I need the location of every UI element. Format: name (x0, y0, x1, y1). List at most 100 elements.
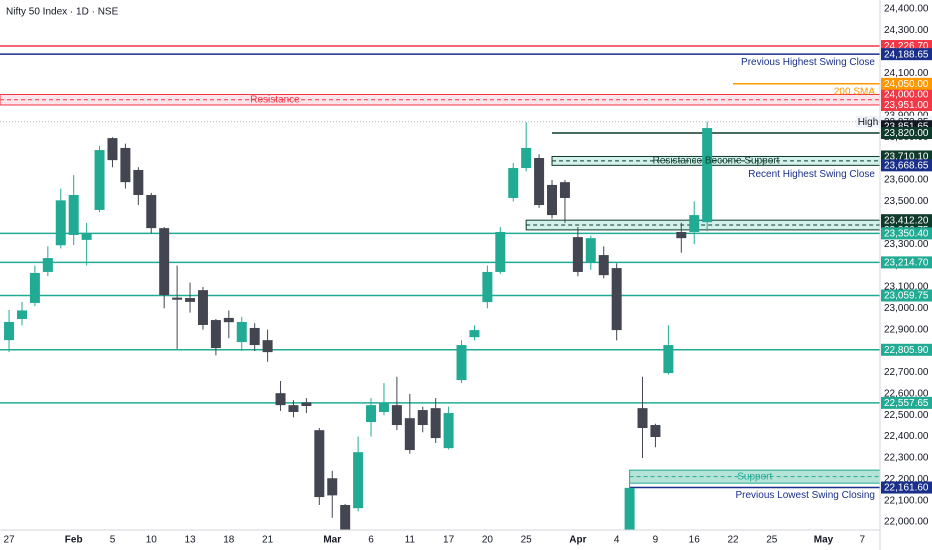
x-tick-label: 10 (146, 535, 158, 546)
zone-label: Resistance Become Support (653, 156, 780, 167)
zone-label: Support (737, 471, 772, 482)
candle-body (534, 157, 545, 206)
candle-body (314, 430, 325, 498)
y-tick-label: 24,300.00 (884, 25, 929, 36)
candle-body (378, 403, 389, 412)
price-tag-label: 24,226.70 (884, 41, 929, 52)
candle-body (469, 330, 480, 338)
y-tick-label: 24,400.00 (884, 4, 929, 15)
candle-body (663, 345, 674, 374)
candle-body (572, 237, 583, 272)
candle-body (301, 402, 312, 406)
candle-body (42, 258, 53, 272)
price-tag-label: 23,820.00 (884, 128, 929, 139)
y-tick-label: 22,200.00 (884, 474, 929, 485)
y-tick-label: 22,000.00 (884, 517, 929, 528)
candle-body (353, 452, 364, 509)
x-tick-label: 22 (727, 535, 739, 546)
x-tick-label: 16 (689, 535, 701, 546)
candle-body (16, 310, 27, 319)
candle-body (495, 231, 506, 272)
y-tick-label: 22,600.00 (884, 388, 929, 399)
candle-body (68, 194, 79, 235)
candle-body (598, 255, 609, 276)
y-tick-label: 23,500.00 (884, 196, 929, 207)
candle-body (366, 405, 377, 423)
candle-body (185, 298, 196, 302)
price-tag-label: 22,161.60 (884, 483, 929, 494)
price-tag-label: 24,188.65 (884, 49, 929, 60)
price-tag (881, 88, 932, 101)
candle-body (624, 487, 635, 530)
price-tag (881, 227, 932, 240)
candle-body (547, 184, 558, 216)
price-tag-label: 22,557.65 (884, 398, 929, 409)
candle-body (94, 150, 105, 210)
y-tick-label: 22,300.00 (884, 453, 929, 464)
x-tick-label: 21 (262, 535, 274, 546)
candles (4, 121, 713, 530)
candle-body (443, 413, 454, 449)
level-note: Previous Highest Swing Close (741, 57, 875, 68)
y-tick-label: 22,900.00 (884, 324, 929, 335)
candle-body (4, 321, 15, 341)
x-tick-label: 25 (521, 535, 533, 546)
x-tick-label: Mar (323, 535, 341, 546)
candle-body (288, 405, 299, 412)
price-tag-label: 23,951.00 (884, 100, 929, 111)
level-note: 200 SMA (834, 86, 875, 97)
price-tag-label: 23,412.20 (884, 215, 929, 226)
x-tick-label: 9 (653, 535, 659, 546)
candle-body (262, 340, 273, 353)
x-tick-label: 6 (368, 535, 374, 546)
candle-body (391, 405, 402, 426)
candle-body (249, 327, 260, 346)
candle-body (611, 268, 622, 331)
zone (0, 93, 880, 106)
x-tick-label: Apr (569, 535, 586, 546)
price-tag-label: 23,059.75 (884, 291, 929, 302)
candle-body (146, 194, 157, 229)
candle-body (133, 169, 144, 195)
x-tick-label: 7 (860, 535, 866, 546)
y-tick-label: 22,100.00 (884, 495, 929, 506)
price-tag-label: 24,050.00 (884, 79, 929, 90)
tag-box (856, 115, 879, 128)
price-tag (881, 343, 932, 356)
x-tick-label: 18 (223, 535, 235, 546)
candle-body (55, 200, 66, 246)
price-tag (881, 77, 932, 90)
x-tick-label: 4 (614, 535, 620, 546)
candle-body (120, 147, 131, 183)
y-tick-label: 24,100.00 (884, 68, 929, 79)
candle-body (689, 215, 700, 232)
y-tick-label: 23,100.00 (884, 282, 929, 293)
y-tick-label: 22,700.00 (884, 367, 929, 378)
candle-body (637, 408, 648, 429)
x-tick-label: 5 (110, 535, 116, 546)
x-tick-label: Feb (65, 535, 83, 546)
candle-body (275, 393, 286, 406)
price-tag (881, 256, 932, 269)
candle-body (340, 504, 351, 530)
x-tick-label: 11 (405, 535, 416, 546)
price-tag-label: 23,214.70 (884, 258, 929, 269)
price-tag (881, 396, 932, 409)
y-tick-label: 22,400.00 (884, 431, 929, 442)
candle-body (430, 408, 441, 439)
candle-body (223, 317, 234, 323)
price-tag-label: 23,668.65 (884, 160, 929, 171)
candle-body (650, 425, 661, 437)
candle-body (172, 297, 183, 300)
candle-body (159, 228, 170, 296)
candle-body (417, 410, 428, 426)
zone-note: Recent Highest Swing Close (748, 169, 875, 180)
y-tick-label: 23,300.00 (884, 239, 929, 250)
candle-body (236, 321, 247, 343)
price-tag-label: 23,710.10 (884, 152, 929, 163)
candle-body (404, 418, 415, 451)
x-tick-label: 20 (482, 535, 494, 546)
price-tag-label: 22,805.90 (884, 345, 929, 356)
